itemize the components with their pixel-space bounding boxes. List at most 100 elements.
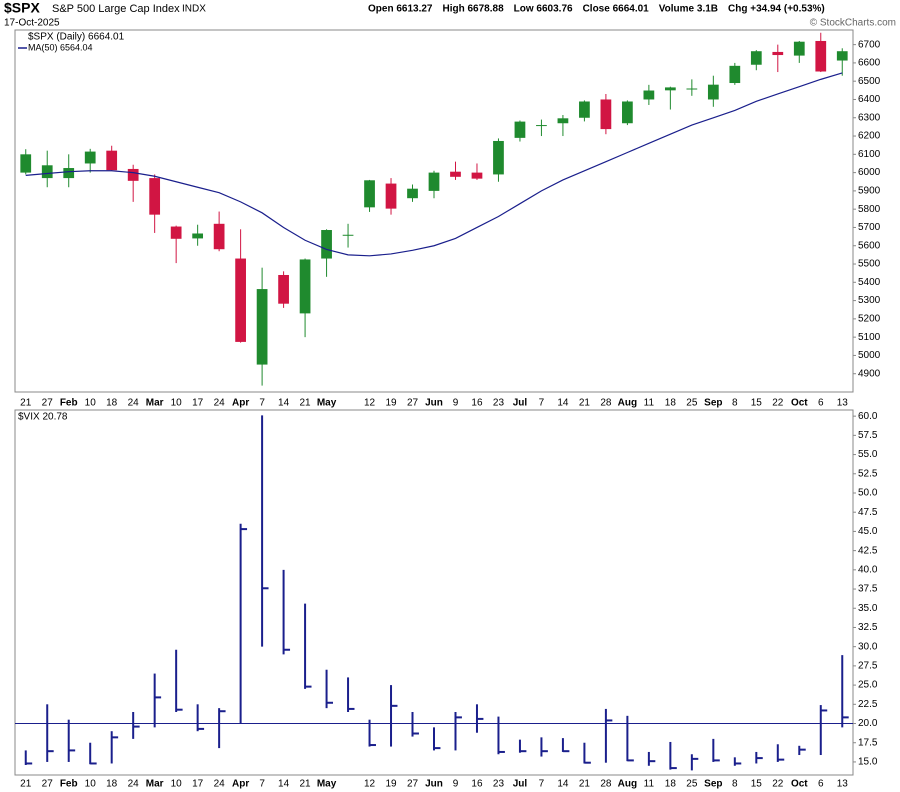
y-tick-label: 55.0 (858, 449, 878, 460)
y-tick-label: 22.5 (858, 699, 878, 710)
legend-label: $VIX 20.78 (18, 412, 68, 423)
x-tick-label: 9 (453, 779, 459, 790)
quote-stat: Volume 3.1B (659, 4, 718, 15)
candle-body (643, 90, 655, 100)
y-tick-label: 5700 (858, 222, 881, 233)
quote-stat: Low 6603.76 (514, 4, 573, 15)
x-tick-label: May (317, 398, 337, 409)
x-tick-label: 23 (493, 398, 505, 409)
candle-body (256, 289, 268, 365)
credit: © StockCharts.com (810, 18, 896, 29)
y-tick-label: 57.5 (858, 430, 878, 441)
x-tick-label: Aug (618, 398, 637, 409)
x-tick-label: Oct (791, 779, 808, 790)
x-tick-label: Apr (232, 779, 249, 790)
exchange: INDX (182, 4, 206, 15)
x-tick-label: 7 (539, 398, 545, 409)
y-tick-label: 40.0 (858, 564, 878, 575)
candle-body (600, 99, 612, 130)
y-tick-label: 37.5 (858, 584, 878, 595)
legend-label: $SPX (Daily) 6664.01 (28, 32, 125, 43)
x-tick-label: Sep (704, 398, 722, 409)
y-tick-label: 35.0 (858, 603, 878, 614)
x-tick-label: 21 (20, 398, 32, 409)
candle-body (579, 101, 590, 118)
x-tick-label: 21 (579, 398, 591, 409)
x-tick-label: 23 (493, 779, 505, 790)
x-tick-label: Jun (425, 398, 443, 409)
x-tick-label: 17 (192, 779, 204, 790)
x-tick-label: 19 (385, 779, 397, 790)
candle-body (557, 118, 569, 124)
y-tick-label: 15.0 (858, 757, 878, 768)
x-tick-label: Sep (704, 779, 722, 790)
y-tick-label: 5800 (858, 204, 881, 215)
candle-body (385, 183, 397, 209)
x-tick-label: 27 (42, 398, 54, 409)
x-tick-label: 12 (364, 779, 376, 790)
x-tick-label: Jun (425, 779, 443, 790)
y-tick-label: 47.5 (858, 507, 878, 518)
quote-stat: Chg +34.94 (+0.53%) (728, 4, 825, 15)
x-tick-label: 27 (42, 779, 54, 790)
candle-body (299, 259, 311, 314)
x-tick-label: 10 (171, 398, 183, 409)
candle-body (63, 168, 75, 179)
date: 17-Oct-2025 (4, 18, 60, 29)
x-tick-label: Jul (513, 779, 528, 790)
y-tick-label: 5600 (858, 240, 881, 251)
y-tick-label: 52.5 (858, 468, 878, 479)
candle-body (428, 172, 440, 191)
x-tick-label: 18 (665, 779, 677, 790)
candle-body (321, 230, 332, 259)
candle-body (278, 274, 289, 304)
y-tick-label: 6700 (858, 39, 881, 50)
y-tick-label: 4900 (858, 368, 881, 379)
y-tick-label: 42.5 (858, 545, 878, 556)
x-tick-label: 18 (106, 779, 118, 790)
y-tick-label: 6500 (858, 76, 881, 87)
candle-body (493, 140, 504, 175)
x-tick-label: 7 (259, 398, 265, 409)
x-tick-label: 14 (278, 398, 290, 409)
x-tick-label: 6 (818, 779, 824, 790)
x-tick-label: 24 (128, 779, 140, 790)
x-tick-label: 9 (453, 398, 459, 409)
x-tick-label: 21 (300, 779, 312, 790)
x-tick-label: Mar (146, 398, 164, 409)
x-tick-label: 11 (644, 398, 655, 409)
y-tick-label: 5400 (858, 277, 881, 288)
x-tick-label: Feb (60, 779, 78, 790)
y-tick-label: 50.0 (858, 488, 878, 499)
moving-average (25, 72, 843, 257)
candle-body (342, 234, 354, 236)
vix-panel (14, 409, 854, 776)
x-tick-label: Jul (513, 398, 528, 409)
x-tick-label: 7 (539, 779, 545, 790)
candle-body (235, 258, 246, 342)
x-tick-label: 16 (471, 398, 483, 409)
x-tick-label: 11 (644, 779, 655, 790)
price-panel (14, 29, 854, 393)
x-tick-label: 24 (214, 398, 226, 409)
candle-body (149, 178, 161, 215)
x-tick-label: 21 (579, 779, 591, 790)
x-tick-label: 27 (407, 779, 419, 790)
candle-body (450, 171, 461, 177)
y-tick-label: 32.5 (858, 622, 878, 633)
y-tick-label: 5000 (858, 350, 881, 361)
candle-body (536, 125, 547, 127)
candle-body (213, 223, 225, 250)
x-tick-label: 21 (300, 398, 312, 409)
x-tick-label: 24 (128, 398, 140, 409)
x-tick-label: 10 (85, 779, 97, 790)
y-tick-label: 6400 (858, 94, 881, 105)
x-tick-label: 24 (214, 779, 226, 790)
x-tick-label: 19 (385, 398, 397, 409)
candle-body (815, 40, 827, 72)
x-tick-label: Oct (791, 398, 808, 409)
x-tick-label: 8 (732, 398, 738, 409)
candle-body (106, 150, 118, 171)
y-tick-label: 45.0 (858, 526, 878, 537)
